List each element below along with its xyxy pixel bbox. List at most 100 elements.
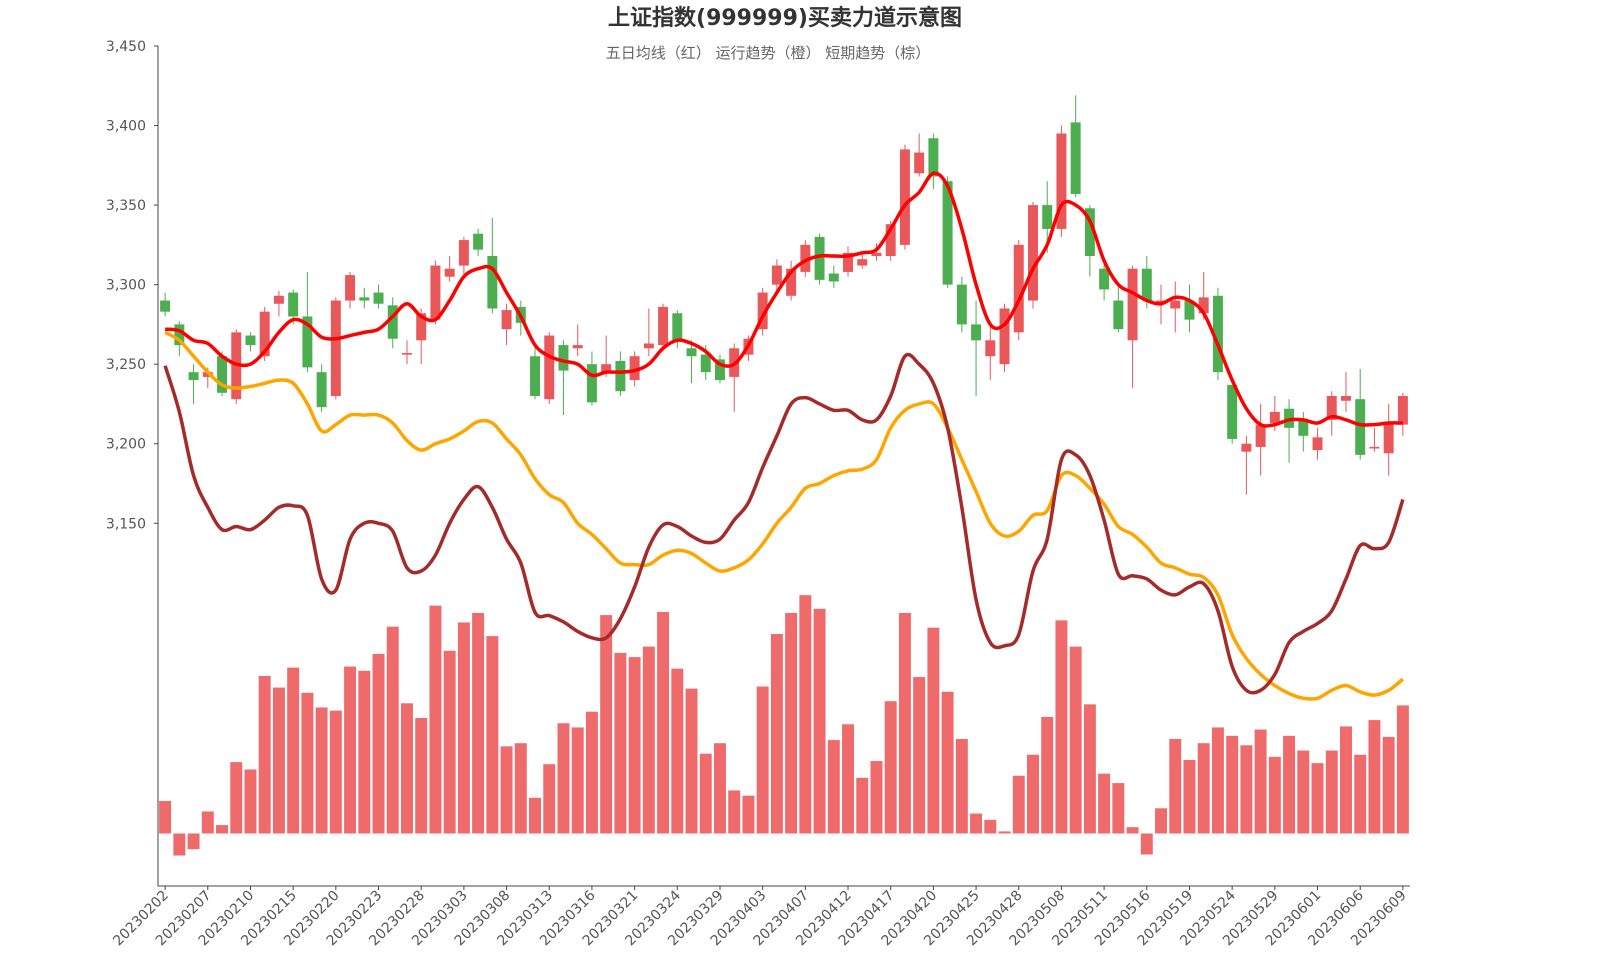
candle-body — [971, 324, 982, 341]
candle-body — [914, 152, 925, 174]
force-bar — [1027, 754, 1039, 834]
candle-body — [871, 252, 882, 256]
candle-body — [857, 259, 868, 266]
force-bar — [870, 761, 883, 834]
force-bar — [344, 666, 357, 834]
candle-body — [985, 340, 996, 357]
candle-body — [643, 343, 654, 349]
candle-body — [188, 372, 199, 381]
y-tick-label: 3,450 — [106, 39, 146, 55]
candle-body — [1070, 122, 1081, 194]
force-bar — [1354, 754, 1367, 834]
candle-body — [259, 311, 270, 357]
force-bar — [955, 739, 968, 834]
candle-body — [288, 292, 299, 317]
candle-body — [387, 305, 398, 339]
candle-body — [501, 310, 512, 330]
force-bar — [1211, 727, 1224, 834]
force-bar — [585, 711, 598, 834]
candle-body — [1198, 297, 1209, 314]
force-bar — [642, 646, 655, 834]
candle-body — [1255, 424, 1266, 447]
candle-body — [1241, 443, 1252, 452]
force-bar — [1297, 750, 1310, 834]
force-bar — [1254, 729, 1267, 834]
force-bar — [970, 813, 983, 834]
force-bar — [514, 743, 527, 834]
candle-body — [658, 306, 669, 346]
force-bar — [1012, 775, 1025, 834]
force-bar — [1340, 726, 1352, 834]
force-bar — [486, 636, 499, 834]
force-bar — [671, 668, 684, 834]
candle-body — [273, 295, 284, 304]
force-bar — [472, 613, 485, 834]
y-tick-label: 3,250 — [106, 357, 146, 373]
force-bar — [714, 743, 726, 834]
candle-body — [345, 275, 356, 301]
candle-body — [174, 324, 185, 346]
force-bar — [728, 790, 741, 834]
force-bar — [941, 691, 954, 834]
candle-body — [928, 138, 939, 177]
force-bar — [842, 724, 854, 834]
candle-body — [885, 224, 896, 256]
force-bar — [159, 800, 172, 834]
trend-line — [164, 330, 1404, 701]
force-bar — [173, 833, 186, 856]
candle-body — [1184, 300, 1195, 320]
y-tick-label: 3,200 — [106, 437, 146, 453]
force-bar — [216, 825, 228, 834]
candle-body — [245, 335, 256, 346]
candle-body — [843, 252, 854, 272]
candle-body — [487, 256, 498, 309]
candle-body — [800, 244, 811, 272]
candle-body — [814, 236, 825, 280]
force-bar — [1098, 773, 1111, 834]
candle-body — [757, 292, 768, 330]
candle-body — [359, 297, 370, 301]
force-bar — [1382, 736, 1395, 834]
candle-body — [1355, 399, 1366, 455]
candle-body — [1212, 295, 1223, 373]
candle-body — [899, 149, 910, 245]
candle-body — [458, 240, 469, 266]
force-bar — [699, 753, 712, 834]
force-bar — [230, 762, 243, 834]
force-bar — [913, 677, 926, 834]
candle-body — [401, 353, 412, 355]
force-bar — [500, 746, 513, 834]
candle-body — [700, 354, 711, 373]
force-bar — [1041, 716, 1054, 834]
force-bar — [756, 686, 769, 834]
force-bar — [187, 833, 200, 850]
candle-body — [714, 359, 725, 381]
force-bar — [1083, 704, 1096, 834]
candle-body — [1383, 421, 1394, 454]
y-tick-label: 3,150 — [106, 516, 146, 532]
force-bar — [415, 718, 428, 834]
force-bar — [1268, 756, 1281, 834]
force-bar — [1183, 760, 1196, 834]
force-bar — [571, 727, 584, 834]
force-bar — [1396, 705, 1409, 834]
candle-body — [1042, 205, 1053, 229]
candle-body — [1013, 244, 1024, 333]
force-bar — [1311, 763, 1324, 834]
force-bar — [244, 769, 257, 834]
candle-body — [942, 181, 953, 285]
force-bar — [1240, 745, 1253, 834]
chart-title: 上证指数(999999)买卖力道示意图 — [608, 5, 962, 31]
force-bar — [1226, 735, 1239, 834]
candle-body — [373, 292, 384, 304]
candle-body — [444, 268, 455, 277]
candle-body — [1056, 133, 1067, 229]
candle-body — [416, 313, 427, 341]
candle-body — [1127, 268, 1138, 341]
force-bar — [1112, 783, 1125, 834]
force-bar — [329, 710, 342, 834]
candle-body — [572, 345, 583, 349]
candle-body — [1326, 396, 1337, 420]
candle-body — [330, 300, 341, 396]
force-bar — [984, 819, 997, 834]
